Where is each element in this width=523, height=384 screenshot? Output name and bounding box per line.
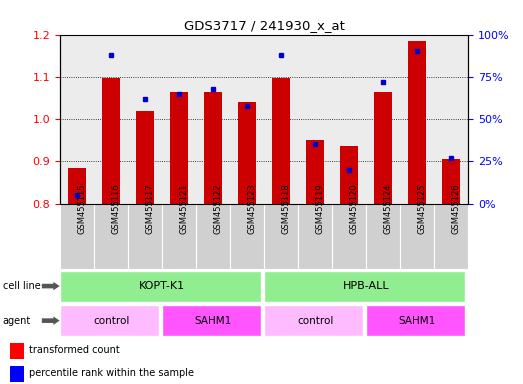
Bar [162, 305, 260, 336]
Text: GSM455124: GSM455124 [383, 184, 392, 234]
Bar [306, 140, 324, 204]
Bar [128, 204, 162, 269]
Bar [10, 343, 24, 359]
Bar [94, 35, 128, 204]
Title: GDS3717 / 241930_x_at: GDS3717 / 241930_x_at [184, 19, 345, 32]
Bar [264, 35, 298, 204]
Bar [162, 204, 196, 269]
Text: KOPT-K1: KOPT-K1 [139, 281, 185, 291]
Bar [230, 35, 264, 204]
Bar [332, 204, 366, 269]
Bar [162, 35, 196, 204]
Text: SAHM1: SAHM1 [399, 316, 436, 326]
Bar [204, 92, 222, 204]
Text: GSM455116: GSM455116 [111, 184, 120, 234]
Bar [442, 159, 460, 204]
Bar [264, 305, 363, 336]
Text: GSM455126: GSM455126 [451, 184, 460, 234]
Text: GSM455117: GSM455117 [145, 184, 154, 234]
Bar [60, 271, 260, 302]
Text: HPB-ALL: HPB-ALL [343, 281, 390, 291]
Bar [94, 204, 128, 269]
Bar [60, 305, 159, 336]
Bar [408, 41, 426, 204]
Bar [366, 204, 400, 269]
Bar [10, 366, 24, 382]
Bar [366, 35, 400, 204]
Bar [264, 35, 298, 204]
Text: SAHM1: SAHM1 [195, 316, 232, 326]
Text: GSM455122: GSM455122 [213, 184, 222, 234]
Text: control: control [93, 316, 129, 326]
Bar [128, 35, 162, 204]
Bar [400, 204, 434, 269]
Bar [298, 35, 332, 204]
Bar [68, 167, 86, 204]
Bar [264, 271, 465, 302]
Bar [434, 35, 468, 204]
Text: transformed count: transformed count [29, 345, 120, 355]
Bar [332, 35, 366, 204]
Bar [434, 204, 468, 269]
Bar [298, 204, 332, 269]
Bar [170, 92, 188, 204]
Text: control: control [297, 316, 333, 326]
Text: cell line: cell line [3, 281, 40, 291]
Bar [102, 78, 120, 204]
Bar [196, 204, 230, 269]
Text: GSM455123: GSM455123 [247, 184, 256, 234]
Bar [136, 111, 154, 204]
Text: GSM455121: GSM455121 [179, 184, 188, 234]
Bar [400, 35, 434, 204]
Bar [230, 204, 264, 269]
Bar [374, 92, 392, 204]
Text: percentile rank within the sample: percentile rank within the sample [29, 368, 194, 378]
Text: GSM455118: GSM455118 [281, 184, 290, 234]
Bar [264, 204, 298, 269]
Text: GSM455120: GSM455120 [349, 184, 358, 234]
Bar [264, 35, 298, 204]
Bar [272, 78, 290, 204]
Text: GSM455125: GSM455125 [417, 184, 426, 234]
Bar [366, 305, 465, 336]
Text: GSM455115: GSM455115 [77, 184, 86, 234]
Text: agent: agent [3, 316, 31, 326]
Bar [238, 102, 256, 204]
Text: GSM455119: GSM455119 [315, 184, 324, 234]
Bar [60, 204, 94, 269]
Bar [60, 35, 94, 204]
Bar [340, 146, 358, 204]
Bar [196, 35, 230, 204]
